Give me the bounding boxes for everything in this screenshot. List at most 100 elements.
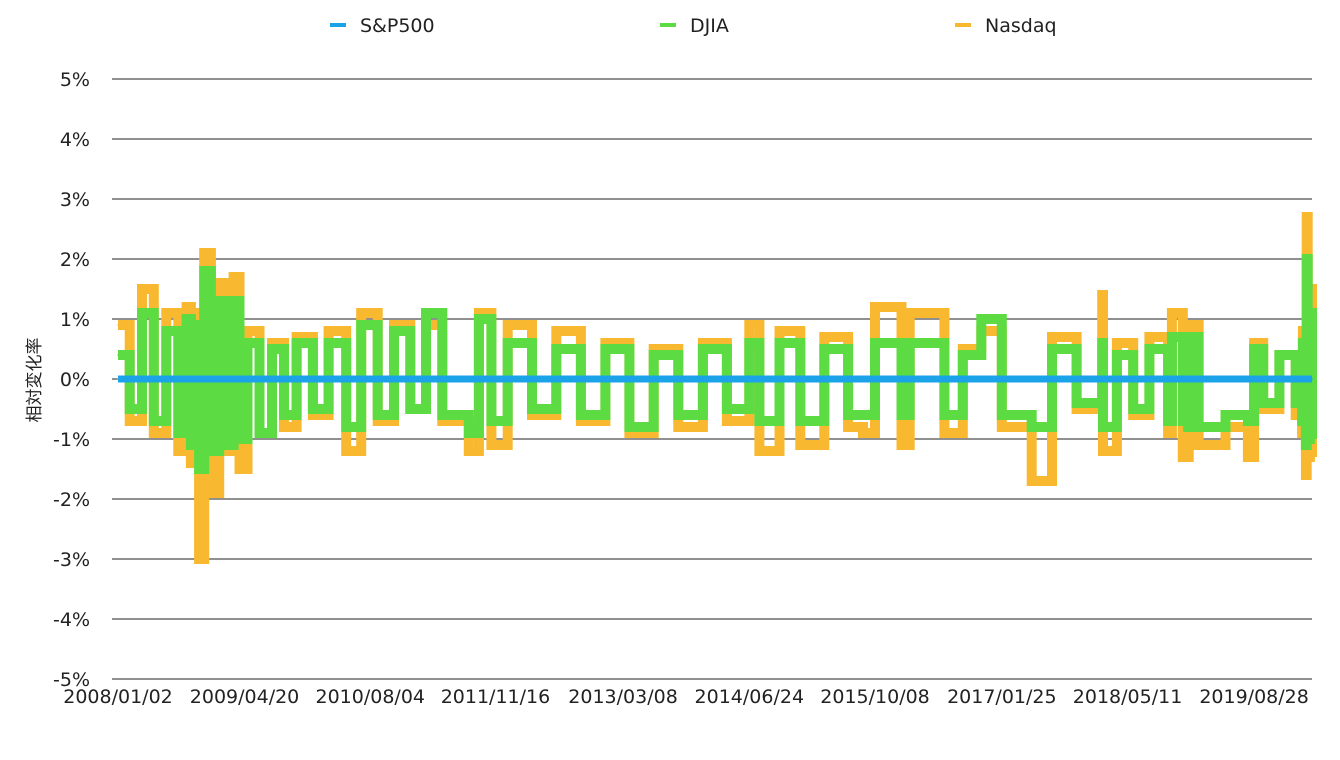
data-point [238, 438, 241, 440]
legend-label: S&P500 [360, 15, 435, 37]
data-point [1182, 456, 1184, 458]
y-tick-label: 1% [60, 309, 90, 331]
data-point [203, 270, 205, 272]
data-point [702, 348, 704, 350]
data-point [117, 354, 119, 356]
data-point [1305, 444, 1307, 446]
data-point [1301, 420, 1303, 422]
data-point [393, 324, 395, 326]
data-point [1253, 342, 1255, 344]
data-point [1148, 348, 1151, 350]
data-point [1167, 420, 1169, 422]
data-point [1187, 456, 1189, 458]
y-tick-label: 2% [60, 249, 90, 271]
data-point [153, 420, 155, 422]
legend: S&P500 DJIA Nasdaq [330, 15, 1057, 37]
data-point [295, 342, 298, 344]
data-point [376, 414, 379, 416]
data-point [758, 450, 761, 452]
data-point [1294, 414, 1297, 416]
data-point [652, 354, 655, 356]
data-point [726, 408, 728, 410]
data-point [1001, 414, 1003, 416]
data-point [506, 342, 509, 344]
data-point [165, 330, 168, 332]
data-point [908, 342, 911, 344]
data-point [193, 324, 196, 326]
y-tick-label: 4% [60, 129, 90, 151]
data-point [1182, 420, 1184, 422]
data-point [847, 414, 849, 416]
data-point [980, 318, 983, 320]
data-point [604, 342, 607, 344]
data-point [1262, 402, 1264, 404]
data-point [203, 252, 205, 254]
data-point [531, 414, 533, 416]
data-point [1311, 456, 1313, 458]
y-tick-label: -3% [53, 549, 90, 571]
data-point [1247, 456, 1249, 458]
data-point [246, 342, 249, 344]
data-point [702, 342, 704, 344]
data-point [468, 450, 470, 452]
data-point [1305, 474, 1307, 476]
data-point [165, 312, 168, 314]
data-point [283, 426, 285, 428]
data-point [190, 444, 192, 446]
data-point [409, 408, 412, 410]
data-point [1187, 426, 1189, 428]
legend-label: DJIA [690, 15, 729, 37]
x-tick-label: 2014/06/24 [695, 686, 805, 708]
x-tick-label: 2011/11/16 [441, 686, 551, 708]
data-point [1102, 426, 1104, 428]
y-tick-label: -1% [53, 429, 90, 451]
data-point [1262, 408, 1264, 410]
data-point [943, 432, 946, 434]
legend-label: Nasdaq [985, 15, 1057, 37]
data-point [1278, 354, 1281, 356]
data-point [962, 354, 964, 356]
data-point [193, 312, 196, 314]
data-point [128, 420, 131, 422]
data-point [908, 312, 911, 314]
data-point [327, 330, 330, 332]
data-point [1306, 438, 1309, 440]
data-point [1075, 408, 1078, 410]
x-tick-label: 2019/08/28 [1199, 686, 1309, 708]
data-point [823, 348, 826, 350]
data-point [1051, 336, 1053, 338]
data-point [1197, 444, 1200, 446]
data-point [874, 306, 876, 308]
data-point [327, 342, 330, 344]
data-point [1051, 348, 1053, 350]
x-tick-label: 2017/01/25 [947, 686, 1057, 708]
data-point [943, 414, 946, 416]
x-tick-label: 2008/01/02 [63, 686, 173, 708]
data-point [748, 324, 751, 326]
data-point [141, 312, 143, 314]
data-point [900, 444, 903, 446]
data-point [141, 288, 143, 290]
data-point [628, 432, 631, 434]
data-point [226, 444, 229, 446]
data-point [117, 378, 119, 380]
data-point [748, 342, 751, 344]
data-point [271, 342, 273, 344]
data-point [490, 444, 493, 446]
data-point [1311, 438, 1313, 440]
data-point [218, 300, 220, 302]
data-point [580, 420, 582, 422]
data-point [1148, 336, 1151, 338]
data-point [778, 342, 781, 344]
data-point [198, 558, 200, 560]
y-tick-label: 3% [60, 189, 90, 211]
data-point [312, 414, 314, 416]
data-point [874, 342, 876, 344]
data-point [604, 348, 607, 350]
data-point [478, 312, 480, 314]
data-point [345, 450, 348, 452]
y-tick-labels: 5% 4% 3% 2% 1% 0% -1% -2% -3% -4% -5% [53, 69, 90, 691]
data-point [360, 324, 363, 326]
data-point [190, 462, 192, 464]
